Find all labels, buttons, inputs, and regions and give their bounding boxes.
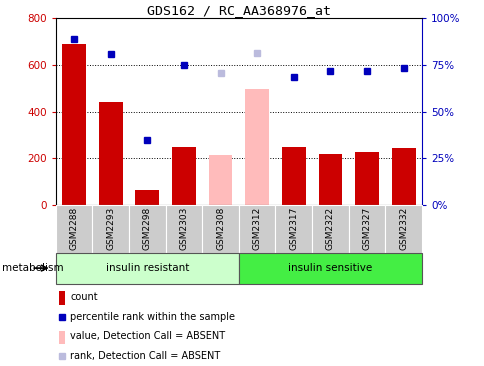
Bar <box>92 205 129 253</box>
Text: rank, Detection Call = ABSENT: rank, Detection Call = ABSENT <box>70 351 220 361</box>
Text: GSM2293: GSM2293 <box>106 207 115 250</box>
Bar <box>281 147 305 205</box>
Bar <box>135 190 159 205</box>
Text: value, Detection Call = ABSENT: value, Detection Call = ABSENT <box>70 332 225 341</box>
Bar <box>208 155 232 205</box>
Bar <box>318 154 342 205</box>
Bar <box>172 147 196 205</box>
Bar <box>275 205 312 253</box>
Text: percentile rank within the sample: percentile rank within the sample <box>70 312 235 322</box>
Text: insulin sensitive: insulin sensitive <box>287 263 372 273</box>
Title: GDS162 / RC_AA368976_at: GDS162 / RC_AA368976_at <box>147 4 330 17</box>
Text: GSM2288: GSM2288 <box>69 207 78 250</box>
Text: GSM2317: GSM2317 <box>288 207 298 250</box>
Text: GSM2312: GSM2312 <box>252 207 261 250</box>
Bar <box>312 205 348 253</box>
Bar <box>245 89 269 205</box>
Bar <box>62 44 86 205</box>
Bar <box>202 205 239 253</box>
Text: GSM2332: GSM2332 <box>398 207 408 250</box>
Text: GSM2298: GSM2298 <box>142 207 151 250</box>
Bar <box>56 205 92 253</box>
Bar <box>60 291 64 305</box>
Bar <box>239 205 275 253</box>
Bar <box>99 102 122 205</box>
Text: GSM2303: GSM2303 <box>179 207 188 250</box>
Bar <box>384 205 421 253</box>
Bar <box>166 205 202 253</box>
Bar <box>391 148 415 205</box>
Bar <box>56 253 239 284</box>
Text: count: count <box>70 292 98 302</box>
Bar <box>239 253 421 284</box>
Bar <box>354 153 378 205</box>
Text: metabolism: metabolism <box>2 263 64 273</box>
Bar <box>60 330 64 344</box>
Text: GSM2308: GSM2308 <box>215 207 225 250</box>
Text: GSM2327: GSM2327 <box>362 207 371 250</box>
Text: insulin resistant: insulin resistant <box>106 263 189 273</box>
Bar <box>348 205 385 253</box>
Text: GSM2322: GSM2322 <box>325 207 334 250</box>
Bar <box>129 205 166 253</box>
